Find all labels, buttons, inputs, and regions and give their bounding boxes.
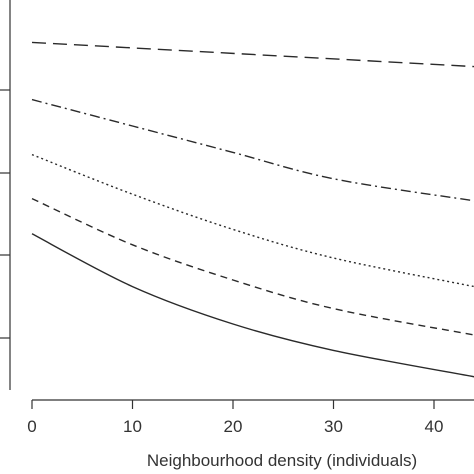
x-axis-title: Neighbourhood density (individuals) (147, 451, 417, 470)
series-line-solid (31, 233, 474, 378)
series-line-dash-dot (31, 98, 474, 202)
series-line-dotted (31, 153, 474, 288)
x-tick-label: 20 (224, 417, 243, 436)
axis-labels: 0 10 20 30 40 Neighbourhood density (individu… (27, 417, 443, 470)
x-tick-label: 10 (123, 417, 142, 436)
axes (0, 0, 474, 409)
x-tick-label: 0 (27, 417, 36, 436)
x-tick-label: 30 (324, 417, 343, 436)
series-lines (31, 41, 474, 378)
series-line-long-dash (31, 41, 474, 68)
x-tick-label: 40 (425, 417, 444, 436)
series-line-short-dash (31, 197, 474, 336)
